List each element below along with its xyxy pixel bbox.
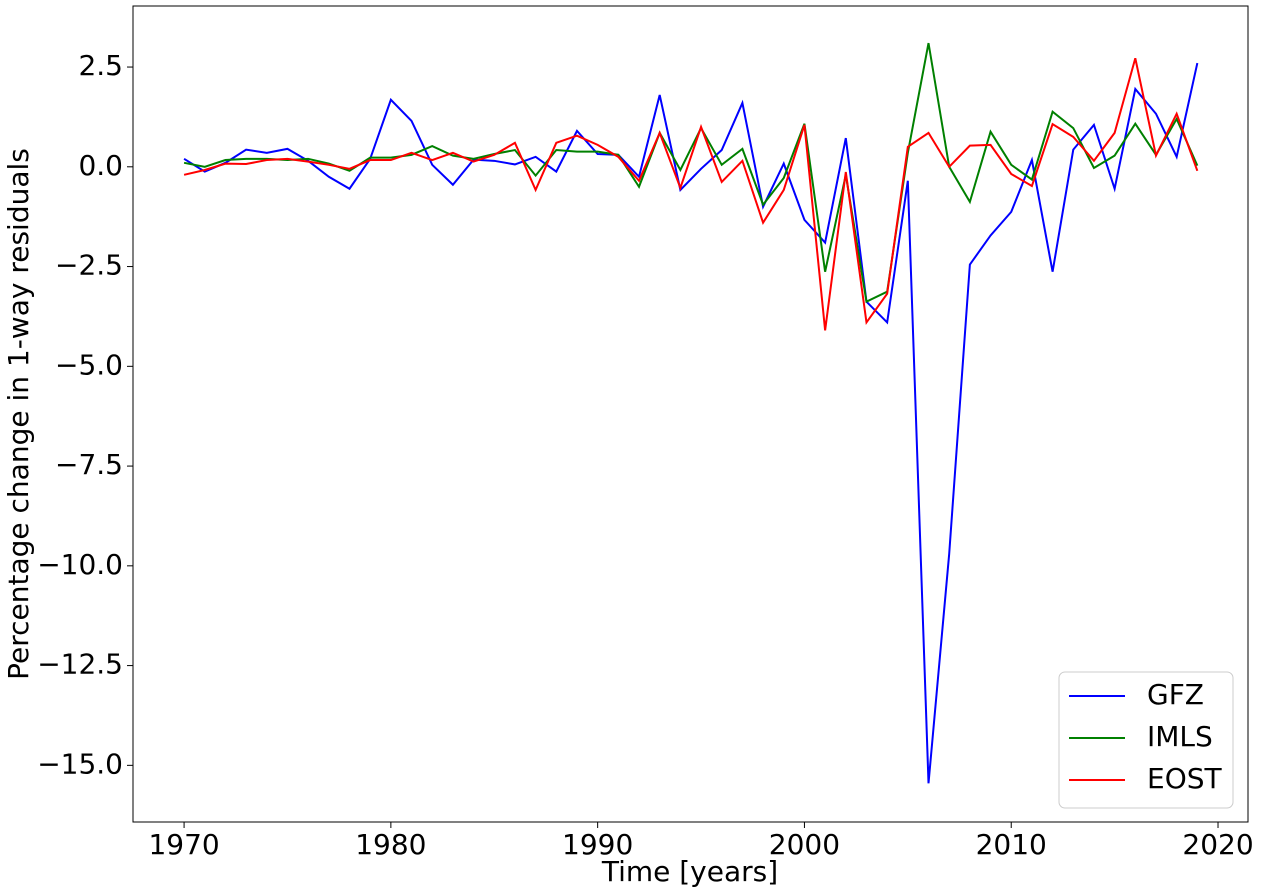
x-axis-label: Time [years] bbox=[601, 855, 778, 888]
y-tick-label: −15.0 bbox=[37, 747, 123, 780]
line-series bbox=[183, 62, 1199, 784]
y-tick-label: −12.5 bbox=[37, 648, 123, 681]
y-tick-label: −7.5 bbox=[55, 448, 123, 481]
y-axis-label: Percentage change in 1-way residuals bbox=[2, 148, 35, 680]
x-tick-label: 1980 bbox=[355, 828, 426, 861]
legend-box bbox=[1058, 671, 1234, 809]
x-tick-label: 1970 bbox=[148, 828, 219, 861]
legend-label: EOST bbox=[1147, 762, 1223, 795]
x-tick-label: 2010 bbox=[976, 828, 1047, 861]
x-tick-label: 2020 bbox=[1182, 828, 1253, 861]
legend-label: IMLS bbox=[1147, 720, 1213, 753]
y-tick-label: −2.5 bbox=[55, 249, 123, 282]
y-tick-label: 2.5 bbox=[78, 49, 123, 82]
x-tick-label: 2000 bbox=[769, 828, 840, 861]
line-series bbox=[183, 58, 1199, 331]
y-tick-label: 0.0 bbox=[78, 149, 123, 182]
line-series bbox=[183, 42, 1199, 304]
x-tick-label: 1990 bbox=[562, 828, 633, 861]
y-tick-label: −5.0 bbox=[55, 348, 123, 381]
plot-frame bbox=[132, 5, 1249, 823]
legend-label: GFZ bbox=[1147, 678, 1204, 711]
y-tick-label: −10.0 bbox=[37, 548, 123, 581]
